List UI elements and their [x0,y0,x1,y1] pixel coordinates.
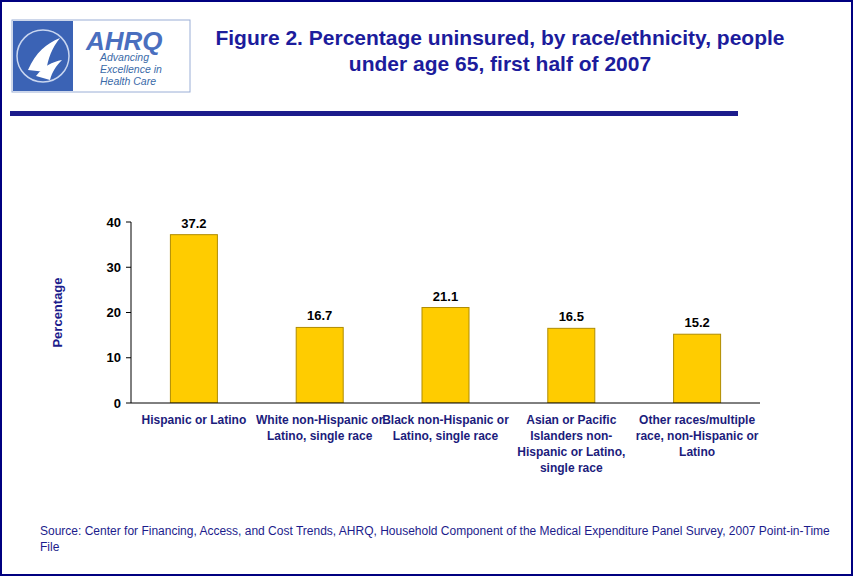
bars [170,235,720,403]
y-tick [126,222,131,223]
chart-title: Figure 2. Percentage uninsured, by race/… [195,25,805,77]
x-tick-label: Other races/multiple race, non-Hispanic … [633,412,761,460]
bar [548,328,595,403]
y-axis-label: Percentage [50,277,65,347]
logo-box [12,20,190,92]
source-note: Source: Center for Financing, Access, an… [40,523,830,555]
y-tick-label: 0 [114,396,121,411]
y-tick [126,267,131,268]
x-tick-label: Asian or Pacific Islanders non-Hispanic … [507,412,635,476]
data-label: 21.1 [433,289,458,304]
x-tick-label: Hispanic or Latino [130,412,258,428]
bar [674,334,721,403]
logo: AHRQ [12,20,190,92]
y-tick [126,357,131,358]
logo-emblem [13,21,73,91]
data-label: 37.2 [181,216,206,231]
x-tick-label: White non-Hispanic or Latino, single rac… [256,412,384,444]
y-tick-label: 40 [107,215,121,230]
bar [170,235,217,403]
bar [422,308,469,403]
y-tick-label: 10 [107,350,121,365]
y-tick [126,403,131,404]
y-tick-label: 20 [107,305,121,320]
x-axis [131,403,760,404]
logo-eagle [28,38,62,80]
logo-ring [17,30,69,82]
data-label: 15.2 [684,315,709,330]
logo-tagline: Advancing Excellence in Health Care [100,51,180,87]
y-tick [126,312,131,313]
frame [1,1,852,575]
page: AHRQ 0 10 20 30 40 Percentage 37.2 16.7 21.1 16.5 1… [0,0,853,576]
data-label: 16.5 [559,309,584,324]
bar [296,327,343,403]
y-tick-label: 30 [107,260,121,275]
y-axis [131,222,132,403]
header-rule [10,111,738,116]
data-label: 16.7 [307,308,332,323]
x-tick-label: Black non-Hispanic or Latino, single rac… [382,412,510,444]
